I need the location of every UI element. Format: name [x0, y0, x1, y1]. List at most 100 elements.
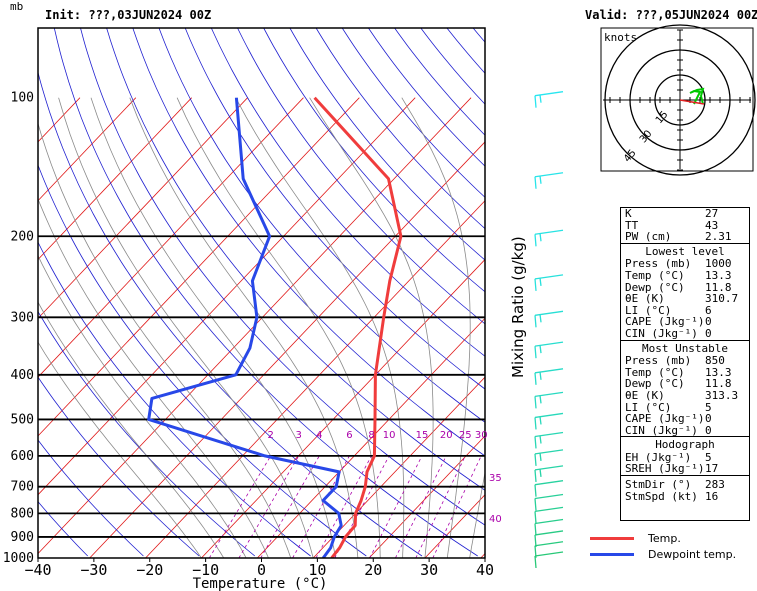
- wind-barb-shaft: [534, 229, 564, 235]
- index-row: LI (°C) 5: [621, 400, 749, 414]
- storm-motion-vector: [679, 99, 705, 105]
- wind-barb-flag: [539, 452, 542, 461]
- wind-barb-flag: [534, 498, 537, 511]
- dry-adiabat-line: [184, 28, 485, 390]
- mixing-ratio-label: 30: [475, 430, 488, 441]
- mixing-ratio-label: 6: [346, 430, 352, 441]
- wind-barb-shaft: [534, 412, 564, 419]
- index-key: PW (cm): [625, 230, 672, 244]
- mixing-ratio-line: [369, 455, 423, 558]
- wind-barb-flag: [539, 233, 542, 242]
- wind-barb-flag: [534, 523, 537, 536]
- most-unstable-title: Most Unstable: [621, 339, 749, 356]
- index-key: StmDir (°): [625, 478, 692, 492]
- wind-barb: [534, 530, 564, 547]
- pressure-tick-label: 500: [11, 412, 34, 427]
- wind-barb: [534, 274, 564, 291]
- index-value: 13.3: [705, 268, 732, 282]
- dry-adiabat-line: [237, 28, 485, 325]
- x-tick-label: −10: [192, 561, 219, 579]
- pressure-tick-label: 400: [11, 368, 34, 383]
- isotherm-line: [38, 97, 137, 202]
- x-tick-label: −30: [80, 561, 107, 579]
- wind-barb-flag: [539, 468, 542, 477]
- hodograph-title: knots: [604, 31, 637, 44]
- mixing-ratio-label: 2: [268, 430, 274, 441]
- index-value: 850: [705, 354, 725, 368]
- isotherm-line: [201, 258, 485, 558]
- pressure-tick-label: 1000: [3, 551, 34, 566]
- isotherm-line: [38, 97, 472, 555]
- dry-adiabat-line: [80, 28, 485, 526]
- lowest-level-title: Lowest level: [621, 242, 749, 259]
- index-row: LI (°C) 6: [621, 305, 749, 317]
- pressure-ticks: 100 200 300 400 500 600 700 800 900 1000: [3, 91, 34, 566]
- profiles: [147, 96, 403, 558]
- mixing-ratio-label: 35: [489, 473, 502, 484]
- wind-barb: [534, 449, 564, 466]
- mixing-ratio-label: 25: [459, 430, 472, 441]
- background-lines: [38, 28, 485, 558]
- wind-barb: [534, 551, 564, 569]
- wind-barb-flag: [539, 435, 542, 444]
- dry-adiabat-line: [368, 28, 485, 167]
- mixing-ratio-label: 3: [296, 430, 302, 441]
- pressure-tick-label: 600: [11, 449, 34, 464]
- index-key: CIN (Jkg⁻¹): [625, 423, 698, 437]
- wind-barb: [534, 310, 564, 328]
- index-value: 17: [705, 462, 719, 476]
- index-key: Dewp (°C): [625, 377, 685, 391]
- moist-adiabat-line: [309, 97, 434, 558]
- wind-barb-flag: [534, 417, 537, 430]
- mixing-ratio-label: 15: [416, 430, 429, 441]
- dry-adiabat-line: [38, 241, 311, 557]
- wind-barb-shaft: [534, 493, 564, 500]
- wind-barb: [534, 341, 564, 359]
- moist-adiabat-line: [38, 254, 247, 558]
- index-row: θE (K) 310.7: [621, 293, 749, 305]
- index-value: 16: [705, 489, 719, 503]
- index-value: 0: [705, 412, 712, 426]
- x-tick-label: 30: [420, 561, 438, 579]
- index-value: 11.8: [705, 377, 732, 391]
- dry-adiabat-line: [38, 70, 423, 557]
- indices-hodo: EH (Jkg⁻¹) 5 SREH (Jkg⁻¹) 17: [621, 452, 749, 475]
- wind-barb-flag: [539, 371, 542, 380]
- wind-barb-shaft: [534, 368, 564, 374]
- wind-barb-flag: [539, 175, 542, 184]
- index-key: θE (K): [625, 292, 665, 306]
- moist-adiabat-line: [90, 97, 336, 558]
- wind-barb: [534, 391, 564, 409]
- wind-barb-shaft: [534, 172, 564, 178]
- moist-adiabat-line: [38, 341, 202, 558]
- dewpoint-profile-line: [147, 97, 343, 558]
- wind-barb: [534, 412, 564, 430]
- index-row: CAPE (Jkg⁻¹) 0: [621, 316, 749, 328]
- wind-barb-flag: [539, 395, 542, 404]
- wind-barb-flag: [534, 436, 537, 449]
- legend-dewpoint-line: [590, 552, 634, 556]
- index-value: 313.3: [705, 388, 739, 402]
- pressure-tick-label: 300: [11, 310, 34, 325]
- dry-adiabat-line: [315, 28, 485, 230]
- dry-adiabat-line: [38, 501, 88, 557]
- isobar-lines: [38, 235, 485, 538]
- index-key: CIN (Jkg⁻¹): [625, 326, 698, 340]
- index-value: 5: [705, 400, 712, 414]
- wind-barb-flag: [539, 314, 542, 323]
- moist-adiabat-line: [38, 198, 269, 558]
- pressure-tick-label: 700: [11, 480, 34, 495]
- mixing-ratio-line: [432, 455, 482, 558]
- pressure-tick-label: 200: [11, 229, 34, 244]
- mixing-ratio-line: [395, 455, 447, 558]
- x-axis-label: Temperature (°C): [193, 576, 328, 591]
- wind-barb-flag: [539, 277, 542, 286]
- index-value: 43: [705, 218, 719, 232]
- indices-lowest: Press (mb) 1000 Temp (°C) 13.3 Dewp (°C) 11.8…: [621, 258, 749, 339]
- wind-barb-shaft: [534, 530, 564, 536]
- wind-barb: [534, 465, 564, 482]
- legend-dewpoint: Dewpoint temp.: [590, 546, 736, 562]
- index-row: Press (mb) 850: [621, 355, 749, 367]
- index-row: θE (K) 313.3: [621, 390, 749, 402]
